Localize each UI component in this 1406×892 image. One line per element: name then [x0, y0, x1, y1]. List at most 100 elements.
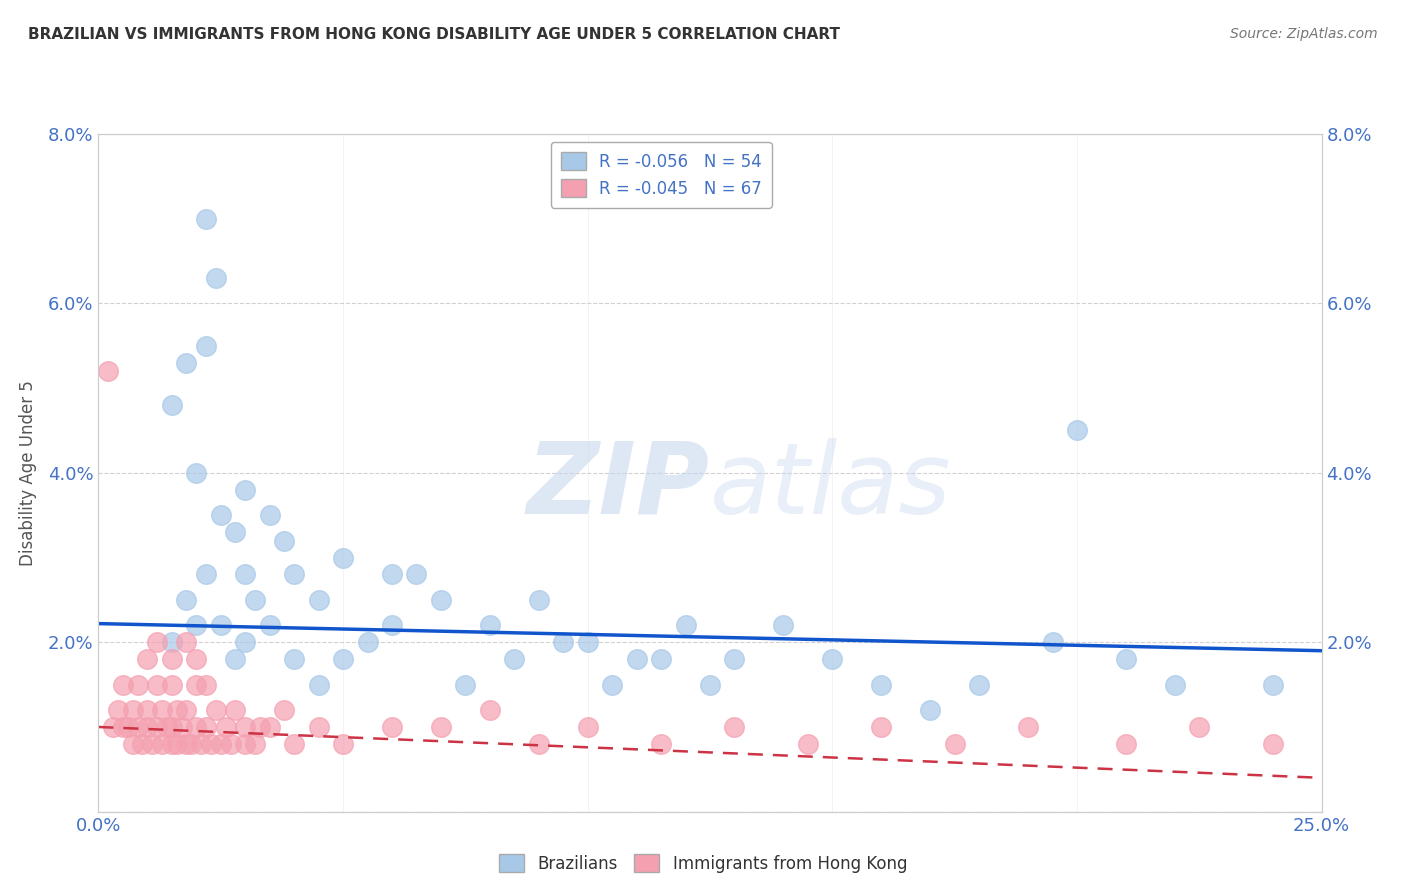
- Point: [97, 364, 120, 378]
- Point: [870, 720, 893, 734]
- Point: [675, 618, 697, 632]
- Point: [381, 618, 404, 632]
- Point: [195, 338, 218, 352]
- Point: [723, 720, 745, 734]
- Point: [156, 720, 179, 734]
- Point: [111, 678, 134, 692]
- Point: [160, 720, 183, 734]
- Point: [160, 678, 183, 692]
- Point: [1261, 737, 1284, 751]
- Point: [405, 567, 427, 582]
- Point: [176, 592, 198, 607]
- Point: [772, 618, 794, 632]
- Point: [332, 737, 354, 751]
- Point: [107, 703, 129, 717]
- Point: [332, 550, 354, 565]
- Point: [205, 271, 228, 285]
- Point: [190, 737, 212, 751]
- Point: [821, 652, 844, 666]
- Point: [186, 618, 208, 632]
- Point: [209, 618, 232, 632]
- Point: [186, 720, 208, 734]
- Point: [111, 720, 134, 734]
- Point: [381, 567, 404, 582]
- Point: [186, 652, 208, 666]
- Point: [214, 720, 236, 734]
- Point: [166, 737, 188, 751]
- Point: [146, 678, 169, 692]
- Point: [283, 567, 305, 582]
- Point: [723, 652, 745, 666]
- Point: [1261, 678, 1284, 692]
- Point: [1188, 720, 1211, 734]
- Point: [180, 737, 202, 751]
- Text: ZIP: ZIP: [527, 438, 710, 535]
- Point: [141, 737, 163, 751]
- Point: [146, 720, 169, 734]
- Point: [1115, 652, 1137, 666]
- Point: [209, 737, 232, 751]
- Point: [233, 720, 256, 734]
- Point: [797, 737, 820, 751]
- Point: [283, 652, 305, 666]
- Point: [176, 703, 198, 717]
- Point: [101, 720, 124, 734]
- Point: [332, 652, 354, 666]
- Point: [259, 508, 281, 523]
- Point: [224, 652, 246, 666]
- Point: [160, 635, 183, 649]
- Point: [195, 678, 218, 692]
- Legend: Brazilians, Immigrants from Hong Kong: Brazilians, Immigrants from Hong Kong: [492, 847, 914, 880]
- Point: [600, 678, 623, 692]
- Point: [870, 678, 893, 692]
- Point: [150, 737, 173, 751]
- Point: [1042, 635, 1064, 649]
- Point: [136, 652, 159, 666]
- Point: [1164, 678, 1187, 692]
- Point: [243, 737, 266, 751]
- Text: BRAZILIAN VS IMMIGRANTS FROM HONG KONG DISABILITY AGE UNDER 5 CORRELATION CHART: BRAZILIAN VS IMMIGRANTS FROM HONG KONG D…: [28, 27, 841, 42]
- Point: [160, 652, 183, 666]
- Point: [121, 703, 143, 717]
- Point: [176, 355, 198, 369]
- Point: [195, 211, 218, 226]
- Point: [186, 678, 208, 692]
- Point: [356, 635, 378, 649]
- Text: Source: ZipAtlas.com: Source: ZipAtlas.com: [1230, 27, 1378, 41]
- Point: [576, 635, 599, 649]
- Point: [150, 703, 173, 717]
- Point: [219, 737, 242, 751]
- Point: [308, 678, 330, 692]
- Point: [1115, 737, 1137, 751]
- Text: atlas: atlas: [710, 438, 952, 535]
- Point: [259, 618, 281, 632]
- Point: [233, 737, 256, 751]
- Point: [553, 635, 575, 649]
- Point: [176, 737, 198, 751]
- Point: [136, 703, 159, 717]
- Point: [478, 618, 501, 632]
- Point: [920, 703, 942, 717]
- Point: [1066, 424, 1088, 438]
- Point: [527, 592, 550, 607]
- Point: [200, 737, 222, 751]
- Point: [967, 678, 990, 692]
- Point: [283, 737, 305, 751]
- Point: [136, 720, 159, 734]
- Point: [233, 567, 256, 582]
- Y-axis label: Disability Age Under 5: Disability Age Under 5: [18, 380, 37, 566]
- Point: [176, 635, 198, 649]
- Point: [576, 720, 599, 734]
- Point: [249, 720, 271, 734]
- Point: [127, 720, 149, 734]
- Point: [127, 678, 149, 692]
- Point: [527, 737, 550, 751]
- Point: [308, 592, 330, 607]
- Point: [186, 466, 208, 480]
- Point: [131, 737, 153, 751]
- Point: [117, 720, 139, 734]
- Point: [195, 567, 218, 582]
- Point: [160, 398, 183, 412]
- Point: [650, 652, 672, 666]
- Point: [626, 652, 648, 666]
